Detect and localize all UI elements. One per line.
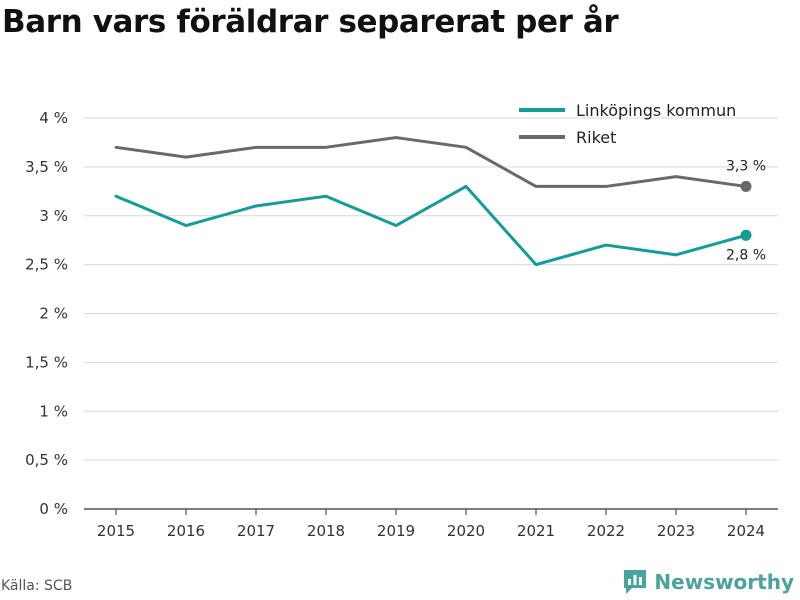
series-end-point-1 <box>740 229 752 241</box>
series-line-2 <box>114 136 748 188</box>
y-tick-label: 0,5 % <box>25 451 68 469</box>
x-tick-label: 2017 <box>237 522 275 540</box>
legend-label-2: Riket <box>576 128 616 147</box>
brand-name: Newsworthy <box>654 570 794 594</box>
x-tick-label: 2020 <box>447 522 485 540</box>
legend-label-1: Linköpings kommun <box>576 101 736 120</box>
source-note: Källa: SCB <box>1 578 73 594</box>
end-label-linkoping: 2,8 % <box>726 247 766 263</box>
x-tick-label: 2022 <box>587 522 625 540</box>
x-tick-label: 2018 <box>307 522 345 540</box>
y-tick-label: 1,5 % <box>25 353 68 371</box>
series-line-1 <box>114 184 748 267</box>
y-tick-label: 3,5 % <box>25 158 68 176</box>
y-tick-label: 3 % <box>39 207 68 225</box>
y-tick-label: 1 % <box>39 402 68 420</box>
y-tick-label: 2 % <box>39 305 68 323</box>
brand-logo[interactable]: Newsworthy <box>622 568 794 596</box>
end-label-riket: 3,3 % <box>726 158 766 174</box>
newsworthy-logo-icon <box>624 570 647 594</box>
y-tick-label: 0 % <box>39 500 68 518</box>
x-tick-label: 2019 <box>377 522 415 540</box>
x-tick-label: 2024 <box>727 522 765 540</box>
x-tick-label: 2021 <box>517 522 555 540</box>
series-end-point-2 <box>740 180 752 192</box>
y-tick-label: 2,5 % <box>25 256 68 274</box>
chart-title: Barn vars föräldrar separerat per år <box>2 4 619 40</box>
x-tick-label: 2023 <box>657 522 695 540</box>
y-tick-label: 4 % <box>39 109 68 127</box>
x-tick-label: 2015 <box>97 522 135 540</box>
x-tick-label: 2016 <box>167 522 205 540</box>
